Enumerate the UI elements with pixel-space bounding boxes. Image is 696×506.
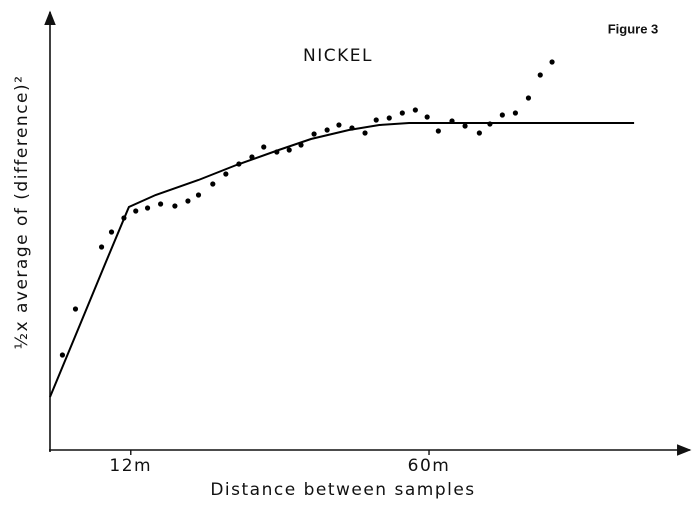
x-tick-label: 12m: [109, 456, 152, 476]
data-point: [462, 123, 468, 129]
data-point: [412, 107, 418, 113]
data-point: [362, 130, 368, 136]
fit-curve: [49, 122, 635, 398]
x-tick-label: 60m: [408, 456, 451, 476]
data-point: [195, 192, 202, 198]
data-point: [373, 117, 379, 123]
data-point: [210, 181, 216, 187]
data-point: [435, 128, 441, 134]
data-point: [499, 112, 505, 118]
data-point: [144, 205, 151, 211]
data-point: [336, 122, 342, 128]
data-point: [512, 110, 518, 116]
data-point: [424, 114, 430, 120]
data-point: [311, 131, 317, 137]
chart-title: NICKEL: [303, 46, 373, 66]
data-point: [399, 110, 405, 116]
data-point: [72, 306, 79, 312]
data-point: [185, 198, 191, 204]
data-point: [172, 203, 178, 209]
data-point: [98, 244, 105, 250]
figure-label: Figure 3: [608, 21, 659, 36]
data-point: [158, 201, 164, 207]
data-point: [108, 229, 115, 235]
data-point: [537, 72, 543, 78]
data-point: [223, 171, 229, 177]
data-point: [324, 127, 330, 133]
data-point: [286, 147, 292, 153]
data-point: [476, 130, 482, 136]
data-point: [549, 59, 555, 65]
data-point: [261, 144, 267, 150]
data-point: [525, 95, 532, 101]
data-point: [386, 115, 392, 121]
x-axis-label: Distance between samples: [210, 480, 475, 500]
y-axis-label: ½x average of (difference)²: [12, 75, 32, 350]
data-point: [59, 352, 66, 358]
data-point: [133, 208, 139, 214]
